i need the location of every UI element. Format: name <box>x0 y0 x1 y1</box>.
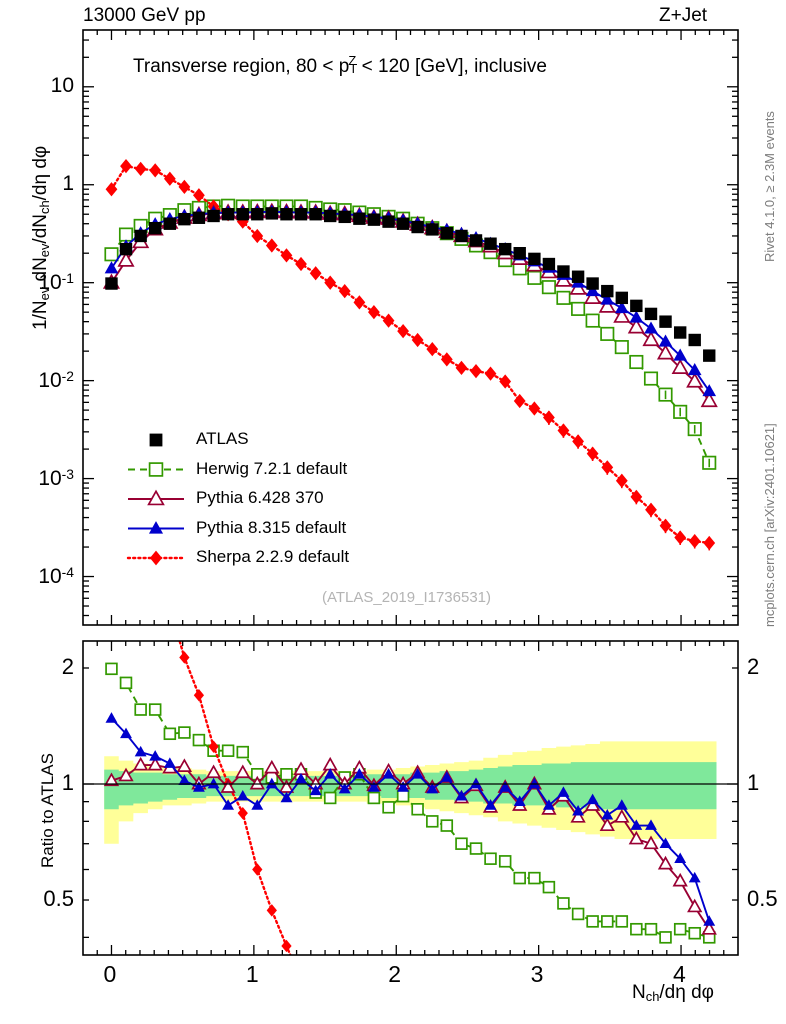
errorbars-sherpa <box>548 411 711 551</box>
ratio-series-sherpa <box>178 641 292 955</box>
main-plot-title-rest: < 120 [GeV], inclusive <box>356 56 547 77</box>
errorbars-herwig <box>664 390 711 468</box>
main-series-sherpa <box>105 158 716 551</box>
ratio-ytick-label-left-2: 0.5 <box>43 886 74 912</box>
ratio-ytick-label-left-1: 1 <box>61 770 74 795</box>
legend-marker-4 <box>149 550 163 566</box>
main-ytick-label-1: 1 <box>62 171 74 195</box>
main-series-pythia <box>102 202 718 408</box>
main-plot-title-sup: Z <box>348 53 357 68</box>
header-right: Z+Jet <box>659 5 708 26</box>
main-ytick-label-3: 10-2 <box>38 367 74 392</box>
legend-label-4[interactable]: Sherpa 2.2.9 default <box>196 547 350 566</box>
legend-label-3[interactable]: Pythia 8.315 default <box>196 517 347 537</box>
ratio-ytick-label-left-0: 2 <box>61 653 74 679</box>
main-ytick-label-4: 10-3 <box>38 465 74 490</box>
legend-marker-0 <box>149 433 163 447</box>
main-ytick-label-5: 10-4 <box>38 563 74 588</box>
x-tick-label-3: 3 <box>530 961 544 987</box>
legend-label-0[interactable]: ATLAS <box>196 429 249 448</box>
x-axis-label: Nch/dη dφ <box>632 982 714 1004</box>
x-tick-label-0: 0 <box>103 961 117 987</box>
legend-label-2[interactable]: Pythia 6.428 370 <box>196 488 324 507</box>
legend-marker-2 <box>147 489 165 506</box>
ratio-ytick-label-right-1: 1 <box>747 770 760 795</box>
xlabel-p2: /dη dφ <box>659 982 714 1003</box>
main-plot-title-text: Transverse region, 80 < p <box>133 56 350 77</box>
ratio-series-pythia <box>105 712 716 926</box>
xlabel-p0: N <box>632 982 646 1003</box>
xlabel-p1: ch <box>645 989 660 1005</box>
analysis-watermark: (ATLAS_2019_I1736531) <box>322 589 492 606</box>
main-plot-title-sub: T <box>349 61 358 76</box>
legend-marker-3 <box>148 521 164 534</box>
x-tick-label-1: 1 <box>245 961 259 987</box>
legend-marker-1 <box>148 462 164 477</box>
main-ytick-label-0: 10 <box>50 73 74 97</box>
ratio-ytick-label-right-0: 2 <box>747 653 760 679</box>
main-ytick-label-2: 10-1 <box>38 269 74 294</box>
header-left: 13000 GeV pp <box>83 5 206 26</box>
main-series-atlas <box>105 207 716 362</box>
x-tick-label-2: 2 <box>388 961 402 987</box>
ratio-ytick-label-right-2: 0.5 <box>747 886 778 912</box>
x-tick-label-4: 4 <box>673 961 686 987</box>
legend-label-1[interactable]: Herwig 7.2.1 default <box>196 458 348 478</box>
